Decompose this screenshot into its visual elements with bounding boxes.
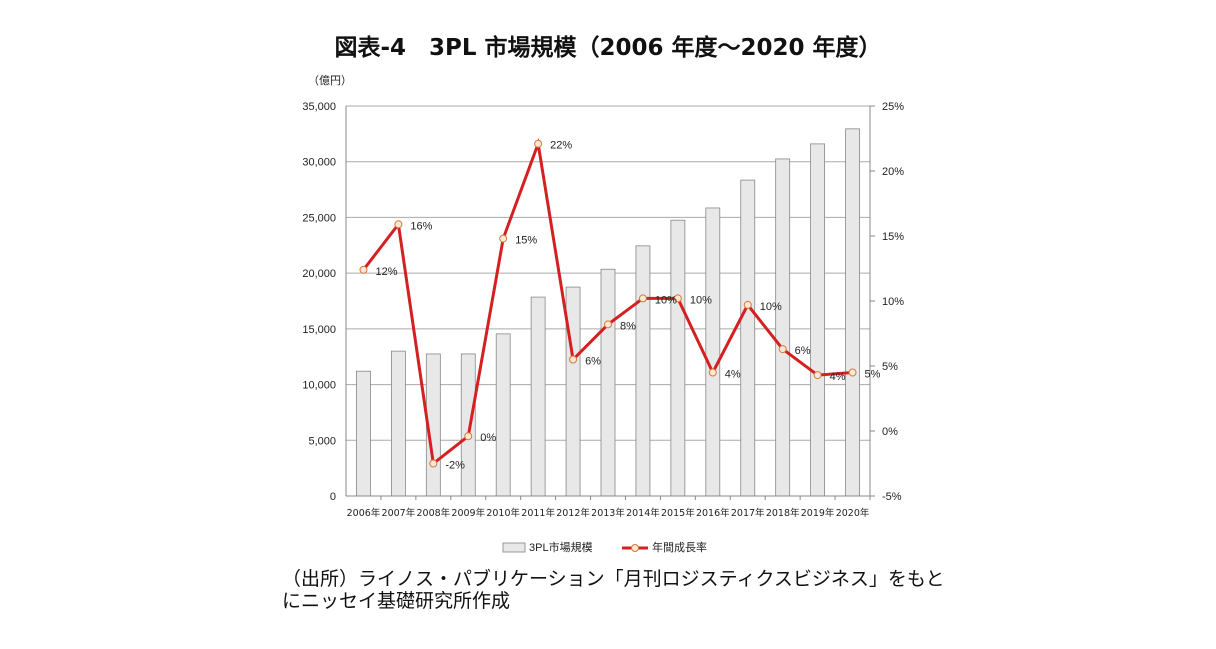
x-tick-label: 2006年 [347,507,381,519]
x-tick-label: 2013年 [591,507,625,519]
x-tick-label: 2007年 [382,507,416,519]
growth-point-2010年 [499,234,508,243]
bar-2007年 [390,350,406,497]
x-tick-label: 2011年 [521,507,555,519]
data-label: 10% [690,294,712,306]
legend-bar-label: 3PL市場規模 [529,540,593,554]
x-tick-label: 2015年 [661,507,695,519]
bar-2014年 [635,245,651,497]
bar-2016年 [705,207,721,497]
data-label: 4% [830,371,846,383]
left-tick-label: 0 [330,491,336,503]
data-label: 15% [515,235,537,247]
growth-point-2007年 [394,220,403,229]
growth-point-2013年 [604,320,612,329]
bar-2013年 [600,268,616,497]
left-tick-label: 10,000 [302,380,336,392]
legend-line-label: 年間成長率 [652,540,707,554]
growth-point-2019年 [813,371,822,380]
x-tick-label: 2012年 [556,507,590,519]
right-tick-label: 20% [882,166,904,178]
legend-bar-swatch [502,542,526,553]
x-tick-label: 2016年 [696,507,730,519]
x-tick-label: 2017年 [731,507,765,519]
growth-point-2020年 [848,368,857,377]
bar-2015年 [670,219,686,497]
growth-point-2017年 [743,300,752,309]
x-tick-label: 2020年 [836,507,870,519]
y-unit-label: （億円） [308,74,352,87]
left-tick-label: 35,000 [302,101,336,113]
chart-title: 図表-4 3PL 市場規模（2006 年度～2020 年度） [334,35,882,61]
bar-2010年 [495,333,511,497]
growth-point-2008年 [429,459,438,468]
bar-2018年 [775,158,791,497]
left-tick-label: 15,000 [302,324,336,336]
data-label: 6% [795,345,811,357]
data-label: 6% [585,356,601,368]
growth-point-2016年 [708,368,717,377]
data-label: 10% [760,301,782,313]
x-tick-label: 2018年 [766,507,800,519]
bar-2020年 [845,128,860,497]
left-tick-label: 25,000 [302,212,336,224]
bar-2017年 [740,179,756,497]
x-tick-label: 2014年 [626,507,660,519]
right-tick-label: 25% [882,101,904,113]
data-label: 5% [865,369,881,381]
x-tick-label: 2019年 [801,507,835,519]
bar-2019年 [810,143,825,497]
x-tick-label: 2009年 [451,507,485,519]
right-tick-label: 10% [882,296,904,308]
data-label: 4% [725,369,741,381]
data-label: 10% [655,294,677,306]
growth-point-2018年 [778,345,787,354]
x-tick-label: 2010年 [486,507,520,519]
right-tick-label: 0% [882,426,898,438]
growth-point-2012年 [569,355,578,364]
data-label: 0% [480,432,496,444]
growth-point-2009年 [464,432,473,441]
left-tick-label: 30,000 [302,157,336,169]
source-note: （出所）ライノス・パブリケーション「月刊ロジスティクスビジネス」をもとにニッセイ… [282,568,945,612]
growth-point-2014年 [638,294,647,303]
right-tick-label: -5% [882,491,902,503]
data-label: 8% [620,320,636,332]
left-tick-label: 5,000 [308,435,336,447]
data-label: 16% [410,220,432,232]
left-tick-label: 20,000 [302,268,336,280]
x-tick-label: 2008年 [416,507,450,519]
growth-point-2011年 [534,139,543,148]
bar-2006年 [356,370,371,497]
bar-2011年 [530,296,546,497]
growth-point-2015年 [673,294,682,303]
bar-2009年 [460,353,476,497]
right-tick-label: 5% [882,361,898,373]
data-label: -2% [445,460,465,472]
bar-2012年 [565,286,581,497]
legend-line-marker [631,544,639,552]
data-label: 22% [550,140,572,152]
data-label: 12% [375,266,397,278]
legend: 3PL市場規模 年間成長率 [502,540,707,554]
right-tick-label: 15% [882,231,904,243]
growth-point-2006年 [359,265,368,274]
